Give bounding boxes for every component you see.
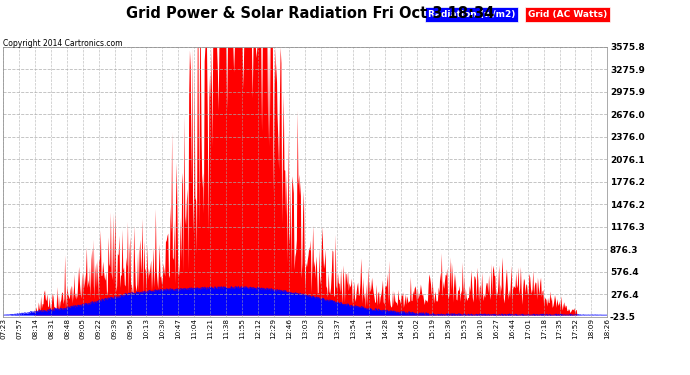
Text: Radiation (w/m2): Radiation (w/m2) [428,10,515,19]
Text: Grid (AC Watts): Grid (AC Watts) [528,10,607,19]
Text: Grid Power & Solar Radiation Fri Oct 3 18:34: Grid Power & Solar Radiation Fri Oct 3 1… [126,6,495,21]
Text: Copyright 2014 Cartronics.com: Copyright 2014 Cartronics.com [3,39,123,48]
